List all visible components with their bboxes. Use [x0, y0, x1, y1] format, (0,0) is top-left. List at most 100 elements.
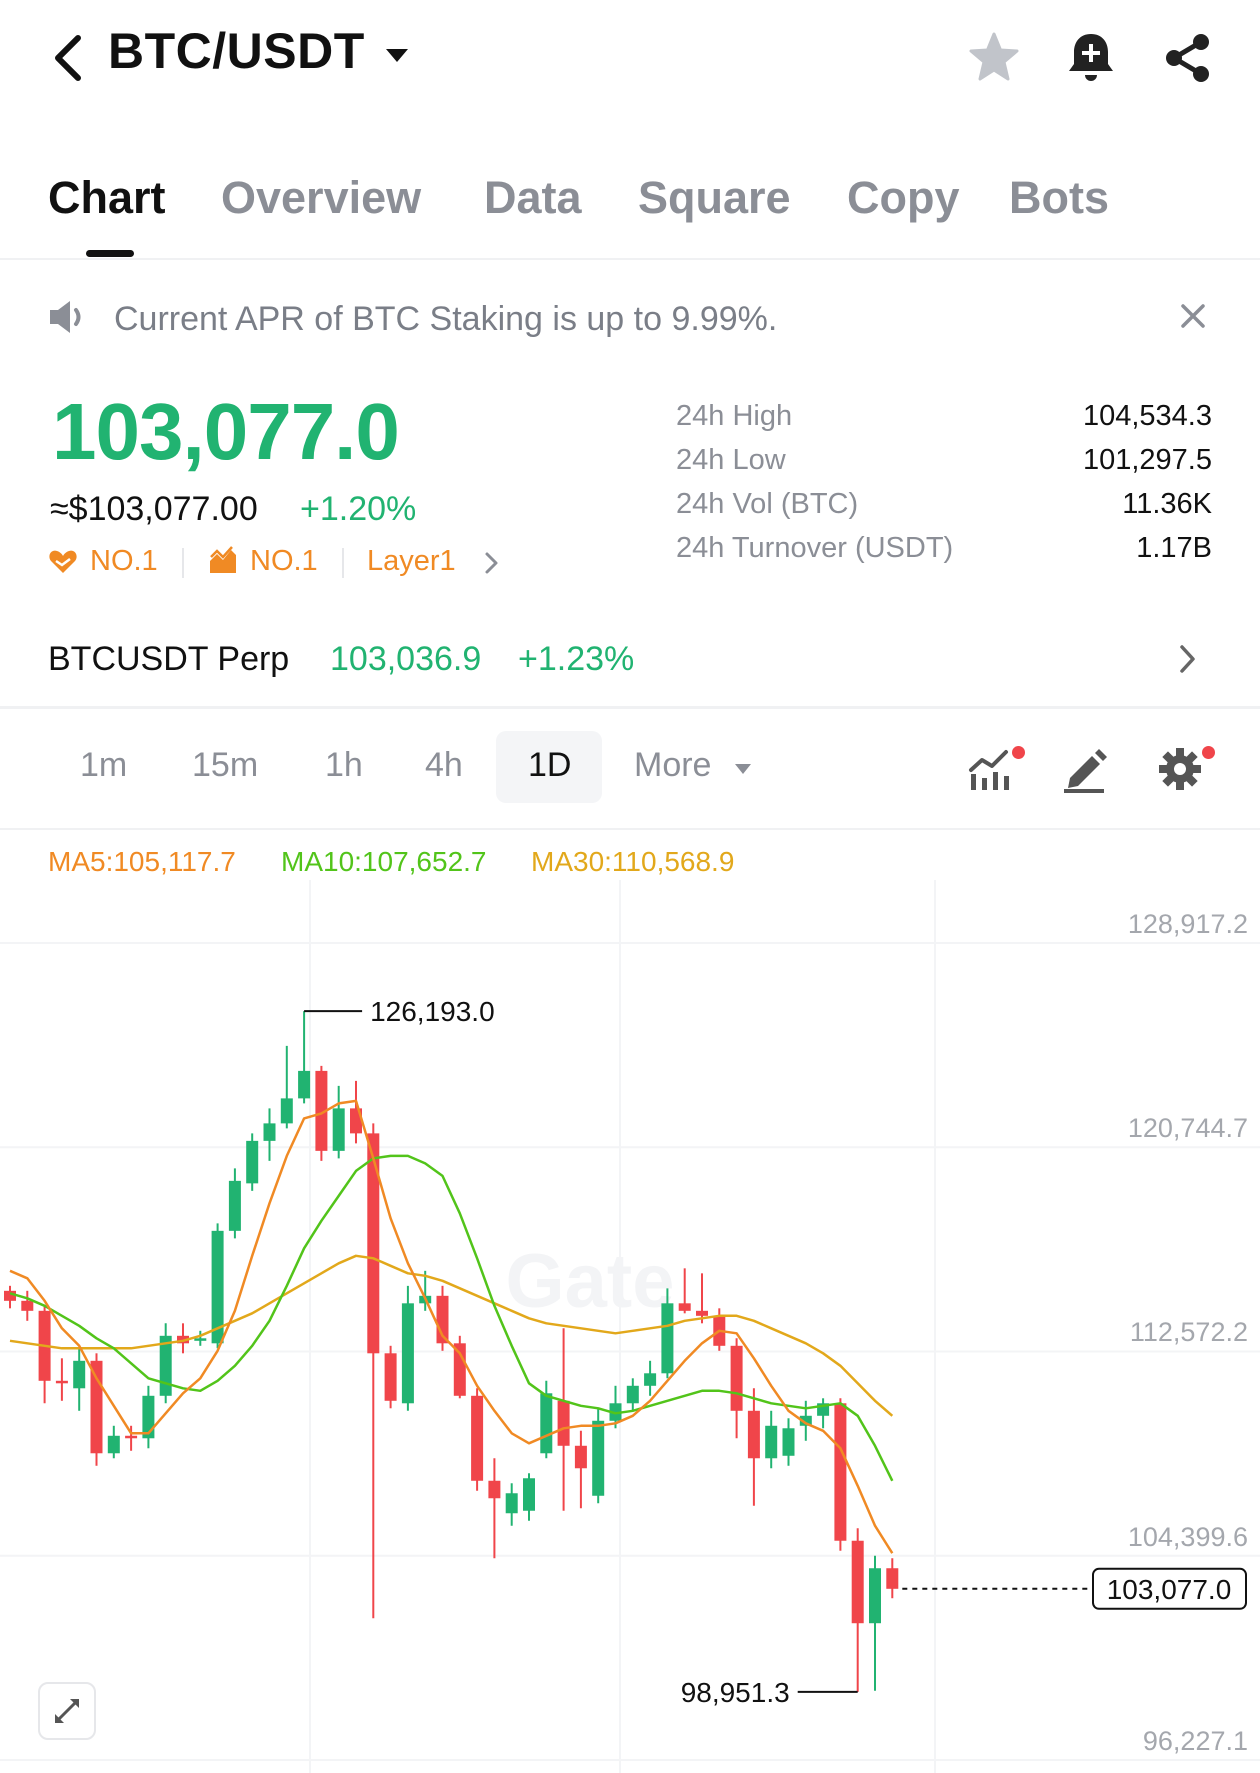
chevron-right-icon[interactable] [484, 551, 500, 575]
y-tick-label: 120,744.7 [1127, 1113, 1248, 1144]
candle-body [626, 1385, 639, 1404]
share-icon[interactable] [1160, 30, 1216, 86]
rank-tag-2[interactable]: NO.1 [250, 545, 318, 577]
fullscreen-button[interactable] [38, 1682, 96, 1740]
tab-bots[interactable]: Bots [1009, 172, 1109, 223]
last-price-label: 103,077.0 [1107, 1574, 1232, 1605]
heart-hand-icon [49, 550, 77, 573]
ma5-label: MA5:105,117.7 [48, 846, 236, 877]
watermark: Gate [506, 1239, 675, 1324]
y-tick-label: 128,917.2 [1127, 909, 1248, 939]
indicators-icon[interactable] [968, 744, 1018, 794]
speaker-icon [50, 301, 81, 333]
interval-4h[interactable]: 4h [425, 746, 463, 784]
sector-tag[interactable]: Layer1 [367, 545, 456, 577]
tag-separator [342, 548, 344, 578]
ma5-line [9, 1099, 894, 1554]
tag-separator [182, 548, 184, 578]
y-tick-label: 112,572.2 [1129, 1317, 1248, 1348]
stat-label: 24h Vol (BTC) [676, 488, 859, 520]
stat-value: 1.17B [1136, 532, 1212, 564]
interval-1d[interactable]: 1D [528, 746, 572, 784]
y-tick-label: 96,227.1 [1142, 1726, 1248, 1756]
tabs-divider [0, 258, 1260, 260]
expand-icon [55, 1699, 79, 1723]
tab-overview[interactable]: Overview [221, 172, 422, 223]
candle-body [55, 1380, 68, 1384]
star-icon[interactable] [966, 30, 1022, 86]
candle-body [315, 1070, 328, 1151]
candle-body [782, 1428, 795, 1456]
candle-body [592, 1420, 605, 1496]
candle-body [799, 1415, 812, 1426]
last-price-box [1092, 1567, 1247, 1610]
notice-text[interactable]: Current APR of BTC Staking is up to 9.99… [114, 300, 778, 338]
chevron-right-icon[interactable] [1178, 643, 1198, 675]
candle-body [851, 1540, 864, 1624]
candle-body [246, 1140, 259, 1184]
back-arrow-icon[interactable] [48, 30, 92, 86]
active-interval-bg [496, 731, 602, 803]
price-usd-equivalent: ≈$103,077.00 [50, 490, 258, 528]
candle-body [765, 1425, 778, 1459]
candle-body [73, 1360, 86, 1389]
y-tick-label: 104,399.6 [1127, 1521, 1248, 1552]
tab-chart[interactable]: Chart [48, 172, 166, 223]
tab-square[interactable]: Square [638, 172, 791, 223]
candle-body [194, 1338, 207, 1341]
candle-body [401, 1303, 414, 1404]
settings-gear-icon[interactable] [1155, 744, 1205, 794]
candle-body [211, 1230, 224, 1344]
interval-more[interactable]: More [634, 746, 712, 784]
price-change-percent: +1.20% [300, 490, 417, 528]
stat-value: 11.36K [1122, 488, 1212, 520]
toolbar-divider [0, 828, 1260, 830]
perp-name[interactable]: BTCUSDT Perp [48, 640, 290, 678]
tab-data[interactable]: Data [484, 172, 582, 223]
candle-body [834, 1403, 847, 1541]
candle-body [488, 1480, 501, 1499]
candle-body [142, 1395, 155, 1439]
candle-body [471, 1395, 484, 1481]
candle-body [696, 1310, 708, 1316]
interval-1h[interactable]: 1h [325, 746, 363, 784]
candle-body [228, 1180, 241, 1231]
caret-down-icon[interactable] [384, 46, 410, 66]
section-divider [0, 706, 1260, 709]
tab-copy[interactable]: Copy [847, 172, 960, 223]
candle-body [730, 1345, 743, 1411]
candle-body [298, 1070, 311, 1099]
candlestick-chart[interactable]: Gate 126,193.0 98,951.3 103,077.0 [0, 880, 1260, 1773]
high-price-label: 126,193.0 [370, 996, 495, 1027]
stat-label: 24h High [676, 400, 793, 432]
interval-1m[interactable]: 1m [80, 746, 128, 784]
notification-dot [1202, 746, 1215, 759]
pair-title[interactable]: BTC/USDT [108, 23, 365, 79]
candle-body [125, 1435, 138, 1439]
candle-body [886, 1568, 899, 1589]
candle-body [332, 1108, 345, 1151]
perp-change: +1.23% [518, 640, 635, 678]
ma30-label: MA30:110,568.9 [531, 846, 735, 877]
candle-body [263, 1123, 276, 1141]
low-price-label: 98,951.3 [681, 1677, 790, 1708]
candle-body [644, 1373, 657, 1386]
perp-price: 103,036.9 [330, 640, 482, 678]
candle-body [869, 1568, 881, 1624]
stat-label: 24h Low [676, 444, 786, 476]
candle-body [540, 1393, 553, 1454]
last-price: 103,077.0 [52, 387, 400, 476]
candle-body [21, 1300, 34, 1311]
candle-body [159, 1335, 172, 1396]
candle-body [747, 1410, 760, 1459]
caret-down-icon[interactable] [733, 762, 753, 776]
rank-tag-1[interactable]: NO.1 [90, 545, 158, 577]
bell-plus-icon[interactable] [1063, 30, 1119, 86]
close-icon[interactable] [1180, 303, 1206, 329]
stat-value: 101,297.5 [1082, 444, 1212, 476]
candle-body [678, 1303, 691, 1311]
draw-pencil-icon[interactable] [1060, 744, 1110, 794]
candle-body [574, 1445, 587, 1469]
interval-15m[interactable]: 15m [192, 746, 259, 784]
ma10-label: MA10:107,652.7 [281, 846, 487, 877]
